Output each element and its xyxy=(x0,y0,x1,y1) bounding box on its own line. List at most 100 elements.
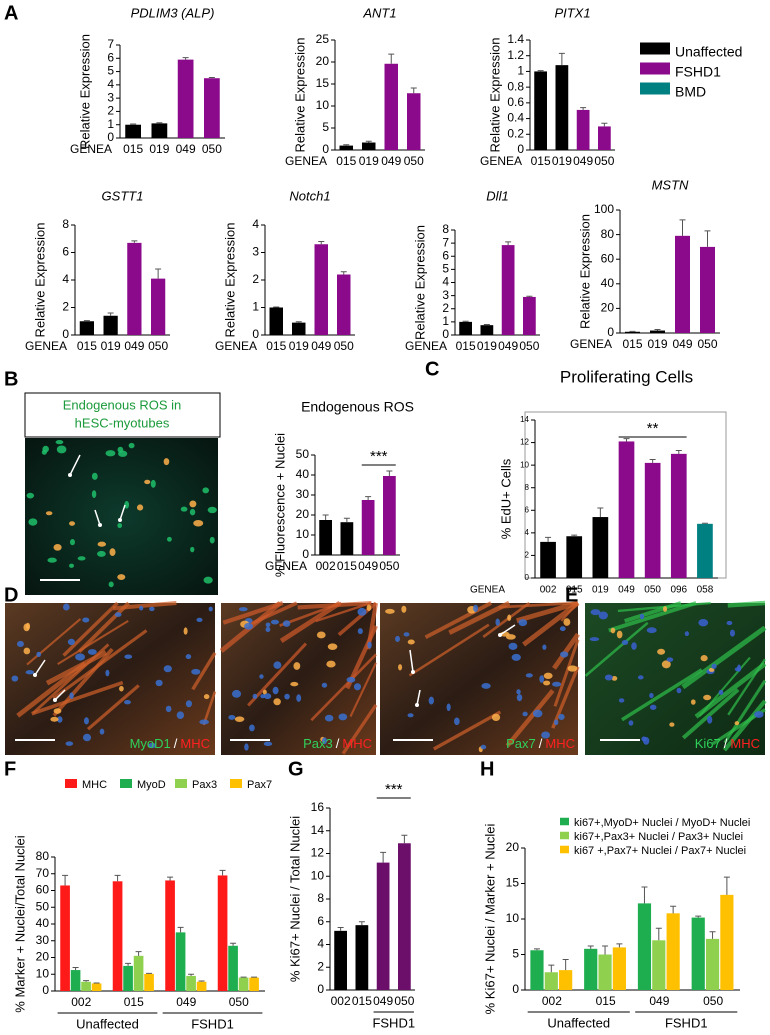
error-bar xyxy=(230,942,237,946)
nucleus xyxy=(407,713,414,718)
error-bar xyxy=(410,87,417,94)
y-axis-label: Relative Expression xyxy=(292,38,307,153)
y-tick-label: 2 xyxy=(62,300,69,314)
bar xyxy=(675,235,690,333)
nucleus xyxy=(726,620,733,626)
legend-label: MHC xyxy=(82,779,107,791)
bar xyxy=(127,242,142,335)
bar xyxy=(618,441,635,578)
nucleus xyxy=(16,640,24,648)
arrow-head xyxy=(411,670,415,674)
x-tick-label: 049 xyxy=(498,339,518,353)
chart-title: MSTN xyxy=(652,177,689,192)
fiber xyxy=(341,703,378,755)
bar xyxy=(361,500,375,555)
nucleus xyxy=(77,556,86,561)
nucleus xyxy=(367,641,372,649)
error-bar xyxy=(358,921,365,926)
x-tick-label: 019 xyxy=(289,339,309,353)
bar xyxy=(530,950,544,990)
nucleus xyxy=(25,670,35,675)
error-bar xyxy=(380,851,387,863)
y-tick-label: 10 xyxy=(311,868,325,882)
nucleus xyxy=(385,608,395,614)
panel-label: E xyxy=(565,584,578,606)
nucleus xyxy=(67,638,75,646)
bar xyxy=(151,278,166,335)
y-tick-label: 80 xyxy=(36,849,50,863)
x-tick-label: 015 xyxy=(531,154,551,168)
stain-label: Ki67/MHC xyxy=(695,736,760,751)
bar xyxy=(540,541,556,578)
x-tick-label: 049 xyxy=(649,994,669,1008)
error-bar xyxy=(537,70,544,72)
fiber xyxy=(191,651,217,691)
bar xyxy=(196,981,207,991)
nucleus xyxy=(398,664,403,671)
y-tick-label: 16 xyxy=(311,800,325,814)
y-tick-label: 8 xyxy=(442,222,449,236)
x-tick-label: 015 xyxy=(456,339,476,353)
error-bar xyxy=(273,306,280,308)
x-tick-label: 015 xyxy=(337,559,357,573)
nucleus xyxy=(196,617,203,623)
x-tick-label: 050 xyxy=(594,154,614,168)
x-tick-label: 049 xyxy=(618,585,635,596)
significance: ** xyxy=(647,420,659,437)
fiber xyxy=(505,689,555,748)
nucleus xyxy=(646,627,657,634)
y-tick-label: 0.6 xyxy=(507,95,524,109)
nucleus xyxy=(244,743,249,751)
error-bar xyxy=(208,77,215,79)
nucleus xyxy=(338,713,348,721)
nucleus xyxy=(518,619,528,627)
arrow xyxy=(409,649,414,673)
y-tick-label: 10 xyxy=(520,460,529,469)
x-tick-label: 049 xyxy=(672,337,692,351)
y-axis-label: % Marker + Nuclei/Total Nuclei xyxy=(12,835,27,1012)
bar xyxy=(339,145,353,150)
nucleus xyxy=(542,644,547,650)
nucleus xyxy=(23,647,31,655)
fiber xyxy=(608,601,697,633)
nucleus xyxy=(62,603,70,611)
nucleus xyxy=(604,674,613,681)
y-tick-label: 4 xyxy=(107,77,114,91)
bar xyxy=(700,246,715,333)
legend-label: ki67+,Pax3+ Nuclei / Pax3+ Nuclei xyxy=(574,831,743,843)
y-axis-label: Relative Expression xyxy=(77,34,92,149)
nucleus xyxy=(263,693,272,700)
error-bar xyxy=(526,295,533,297)
error-bar xyxy=(114,874,121,882)
x-tick-label: 002 xyxy=(542,994,562,1008)
nucleus xyxy=(105,450,116,457)
error-bar xyxy=(93,982,100,984)
error-bar xyxy=(571,534,578,537)
y-tick-label: 5 xyxy=(442,262,449,276)
y-tick-label: 3 xyxy=(107,90,114,104)
nucleus xyxy=(552,681,562,687)
error-bar xyxy=(131,240,138,243)
nucleus xyxy=(698,618,709,627)
y-tick-label: 0 xyxy=(62,327,69,341)
chart-title: PITX1 xyxy=(554,5,590,20)
nucleus xyxy=(357,628,363,635)
nucleus xyxy=(124,501,130,509)
bar xyxy=(697,523,713,578)
fiber xyxy=(522,601,580,647)
y-tick-label: 6 xyxy=(107,50,114,64)
bar xyxy=(123,965,133,991)
bar xyxy=(523,296,536,335)
bar xyxy=(70,970,81,991)
nucleus xyxy=(97,550,106,557)
y-tick-label: 8 xyxy=(62,217,69,231)
nucleus xyxy=(563,618,571,626)
fiber xyxy=(202,691,217,726)
nucleus xyxy=(711,663,717,669)
nucleus xyxy=(282,620,291,627)
y-tick-label: 4 xyxy=(525,528,530,537)
y-tick-label: 10 xyxy=(506,911,520,925)
error-bar xyxy=(388,53,395,64)
error-bar xyxy=(462,320,469,322)
